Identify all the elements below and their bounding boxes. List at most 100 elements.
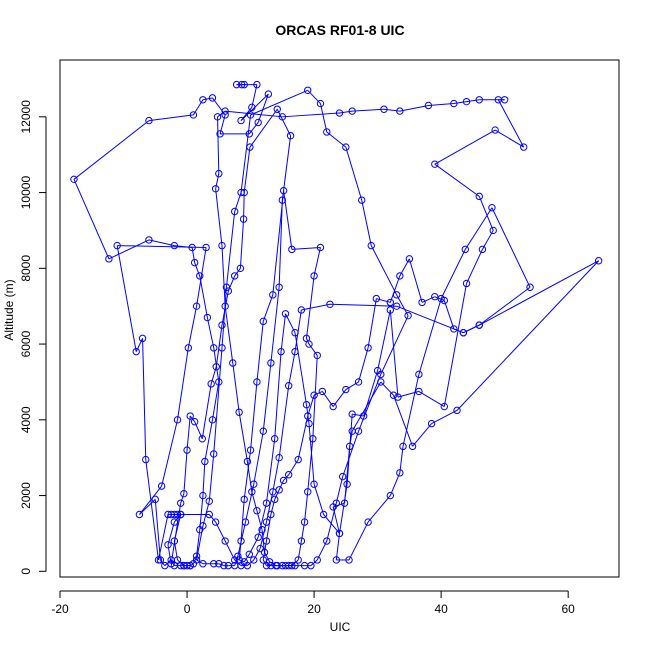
data-point (192, 556, 201, 564)
data-point (462, 97, 471, 106)
data-point (345, 556, 353, 564)
series-segment (335, 533, 340, 561)
series-segment (265, 491, 274, 523)
series-segment (183, 450, 188, 494)
data-point (208, 416, 217, 424)
series-segment (466, 99, 480, 103)
data-point (313, 556, 321, 564)
series-segment (312, 355, 318, 439)
series-segment (453, 101, 467, 105)
data-point (202, 243, 210, 252)
data-point (300, 518, 309, 526)
data-point (488, 204, 496, 212)
series-segment (250, 89, 308, 116)
series-segment (491, 207, 531, 288)
data-point (145, 236, 153, 244)
data-point (359, 412, 368, 420)
data-point (399, 442, 407, 451)
series-segment (211, 381, 220, 420)
series-segment (283, 474, 290, 481)
data-point (415, 387, 423, 396)
series-segment (238, 559, 245, 563)
data-point (415, 370, 423, 379)
series-segment (253, 431, 264, 485)
series-segment (213, 347, 223, 454)
data-point (211, 518, 220, 526)
data-point (380, 105, 388, 113)
data-point (170, 518, 179, 526)
data-point (215, 378, 223, 386)
data-point (329, 503, 337, 511)
data-point (267, 561, 275, 570)
series-segment (248, 122, 259, 135)
data-point (394, 393, 402, 401)
data-point (267, 510, 275, 519)
data-point (186, 412, 194, 420)
series-segment (478, 286, 531, 326)
data-point (186, 561, 194, 570)
data-point (489, 226, 497, 235)
data-point (199, 96, 207, 104)
series-segment (247, 559, 255, 567)
data-point (208, 94, 217, 102)
series-segment (225, 211, 236, 288)
data-point (286, 132, 295, 140)
data-point (235, 408, 243, 416)
data-point (210, 344, 218, 352)
data-point (221, 537, 229, 545)
data-point (246, 111, 255, 119)
data-point (176, 510, 185, 519)
series-segment (358, 374, 382, 432)
data-point (215, 169, 223, 178)
series-segment (428, 103, 454, 106)
series-segment (291, 246, 321, 250)
data-point (192, 552, 201, 560)
data-point (450, 99, 458, 108)
series-segment (418, 298, 442, 375)
data-point (151, 495, 159, 504)
data-point (284, 382, 293, 390)
series-segment (370, 245, 398, 296)
series-segment (313, 247, 321, 276)
series-segment (342, 431, 360, 477)
data-point (239, 215, 248, 223)
data-point (424, 101, 433, 110)
series-segment (288, 351, 296, 386)
x-tick-label: 60 (562, 602, 576, 616)
data-point (275, 453, 283, 462)
series-segment (466, 249, 483, 284)
series-segment (278, 385, 290, 458)
data-point (237, 80, 246, 89)
series-segment (478, 196, 494, 231)
series-segment (389, 275, 401, 303)
series-segment (274, 489, 280, 500)
series-segment (345, 146, 363, 201)
plot-frame (59, 59, 620, 578)
data-point (316, 99, 325, 108)
data-point (105, 255, 113, 263)
series-segment (187, 306, 198, 348)
series-segment (244, 484, 255, 523)
series-segment (344, 446, 351, 504)
data-point (170, 241, 179, 250)
data-point (310, 272, 318, 280)
data-point (386, 306, 395, 314)
data-point (335, 529, 344, 538)
data-point (259, 317, 267, 326)
series-segment (108, 239, 150, 260)
y-tick-label: 12000 (19, 100, 33, 134)
data-point (408, 442, 417, 451)
data-point (230, 556, 239, 564)
data-point (520, 143, 528, 151)
series-segment (434, 129, 496, 165)
series-segment (196, 529, 201, 557)
series-segment (199, 275, 208, 318)
data-point (300, 561, 309, 570)
data-point (319, 510, 328, 519)
series-segment (389, 309, 399, 398)
series-segment (262, 294, 274, 322)
series-segment (194, 262, 201, 277)
data-point (431, 160, 439, 168)
series-segment (389, 472, 401, 496)
series-segment (434, 296, 445, 301)
